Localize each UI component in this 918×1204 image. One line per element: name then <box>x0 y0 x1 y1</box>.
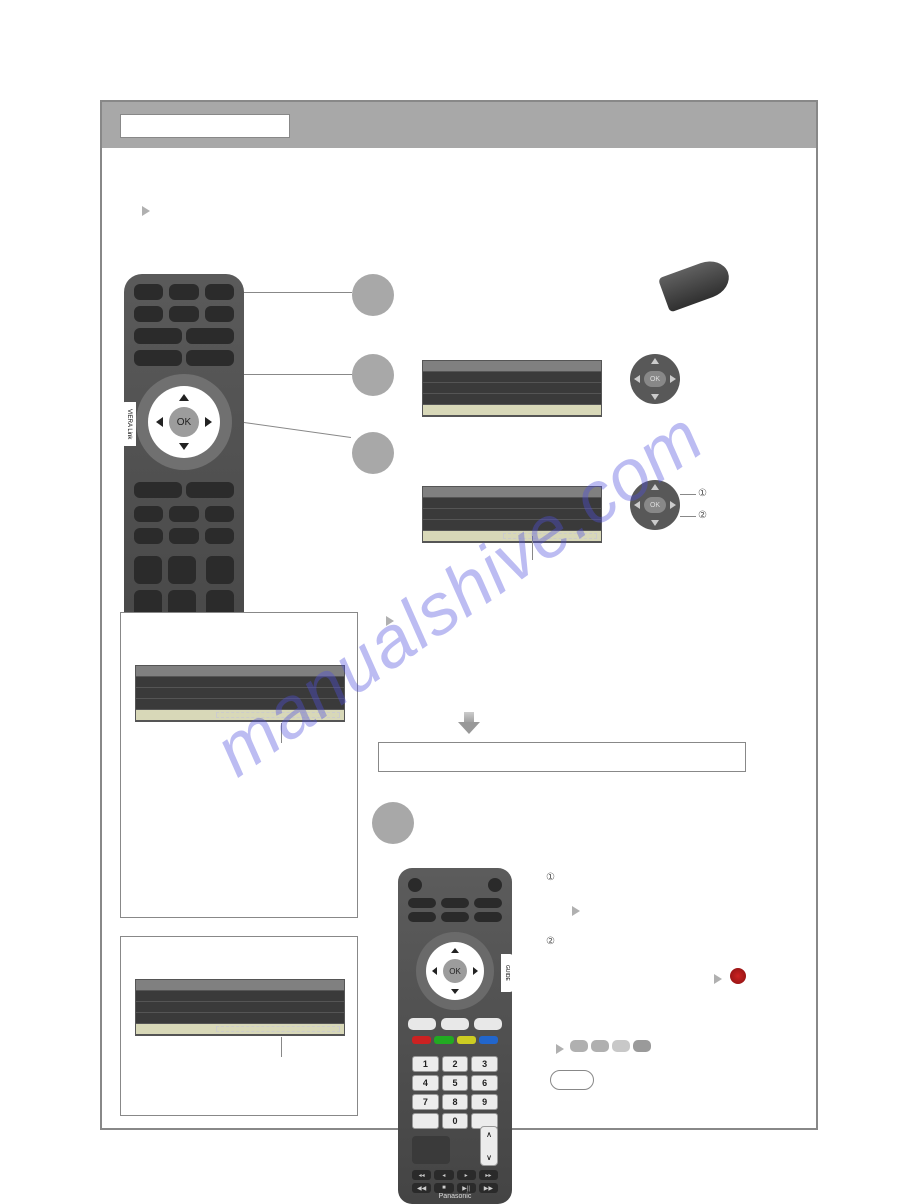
panel-box <box>378 742 746 772</box>
down-arrow-icon <box>458 712 480 734</box>
inset-panel-1 <box>120 612 358 918</box>
step-4-circle <box>372 802 414 844</box>
pill-buttons <box>570 1040 651 1052</box>
stop-button[interactable]: ■ <box>434 1183 453 1193</box>
dpad-right-icon[interactable] <box>205 417 212 427</box>
rewind-button[interactable]: ◂◂ <box>412 1170 431 1180</box>
navpad-right-icon[interactable] <box>670 375 676 383</box>
power-button[interactable] <box>408 878 422 892</box>
prev-button[interactable]: ◂ <box>434 1170 453 1180</box>
lead-line <box>244 422 351 438</box>
pill-outline-button[interactable] <box>550 1070 594 1090</box>
arrow-right-icon <box>556 1044 564 1054</box>
header-title-box <box>120 114 290 138</box>
navpad-ok[interactable]: OK <box>644 371 666 387</box>
teletext-button[interactable] <box>412 1136 450 1164</box>
navpad-left-icon[interactable] <box>634 375 640 383</box>
number-pad[interactable]: 123 456 789 0 <box>412 1056 498 1129</box>
dpad-left-icon[interactable] <box>156 417 163 427</box>
brand-label: Panasonic <box>398 1193 512 1200</box>
arrow-right-icon <box>714 974 722 984</box>
arrow-right-icon <box>572 906 580 916</box>
ref-2: ② <box>698 510 707 521</box>
channel-rocker[interactable]: ∧ ∨ <box>480 1126 498 1166</box>
arrow-right-icon <box>142 206 150 216</box>
skip-back-button[interactable]: ◀◀ <box>412 1183 431 1193</box>
nav-ring[interactable]: OK <box>136 374 232 470</box>
ffwd-button[interactable]: ▸▸ <box>479 1170 498 1180</box>
play-button[interactable]: ▸ <box>457 1170 476 1180</box>
menu-list-1 <box>422 360 602 417</box>
navpad-ok[interactable]: OK <box>644 497 666 513</box>
ref-1: ① <box>698 488 707 499</box>
pause-button[interactable]: ▶|| <box>457 1183 476 1193</box>
header-bar <box>102 102 816 148</box>
remote-control-full: OK GUIDE 123 456 789 0 ∧ ∨ ◂◂ ◂ ▸ ▸▸ <box>398 868 512 1204</box>
nav-dpad[interactable]: OK <box>148 386 220 458</box>
color-green-button[interactable] <box>434 1036 453 1044</box>
lead-line <box>244 292 352 293</box>
lead-line <box>680 516 696 517</box>
lead-line <box>680 494 696 495</box>
ref-1: ① <box>546 872 555 883</box>
nav-ring[interactable]: OK <box>416 932 494 1010</box>
dpad-up-icon[interactable] <box>179 394 189 401</box>
navpad-down-icon[interactable] <box>651 394 659 400</box>
color-blue-button[interactable] <box>479 1036 498 1044</box>
nav-pad-1[interactable]: OK <box>630 354 680 404</box>
step-3-circle <box>352 432 394 474</box>
inset-panel-2 <box>120 936 358 1116</box>
color-red-button[interactable] <box>412 1036 431 1044</box>
ok-button[interactable]: OK <box>169 407 199 437</box>
navpad-up-icon[interactable] <box>651 358 659 364</box>
step-2-circle <box>352 354 394 396</box>
page-frame: VIERA Link OK <box>100 100 818 1130</box>
step-1-circle <box>352 274 394 316</box>
remote-wide-button-left[interactable] <box>134 328 182 344</box>
lead-line <box>532 536 533 560</box>
color-yellow-button[interactable] <box>457 1036 476 1044</box>
red-dot-icon <box>730 968 746 984</box>
viera-link-badge <box>658 255 734 312</box>
dpad-down-icon[interactable] <box>179 443 189 450</box>
lead-line <box>244 374 352 375</box>
skip-fwd-button[interactable]: ▶▶ <box>479 1183 498 1193</box>
viera-link-side-button[interactable]: VIERA Link <box>124 402 136 446</box>
ok-button[interactable]: OK <box>443 959 467 983</box>
ref-2: ② <box>546 936 555 947</box>
menu-list-2 <box>422 486 602 543</box>
guide-button[interactable]: GUIDE <box>501 954 513 992</box>
arrow-right-icon <box>386 616 394 626</box>
nav-pad-2[interactable]: OK <box>630 480 680 530</box>
remote-wide-button-right[interactable] <box>186 328 234 344</box>
